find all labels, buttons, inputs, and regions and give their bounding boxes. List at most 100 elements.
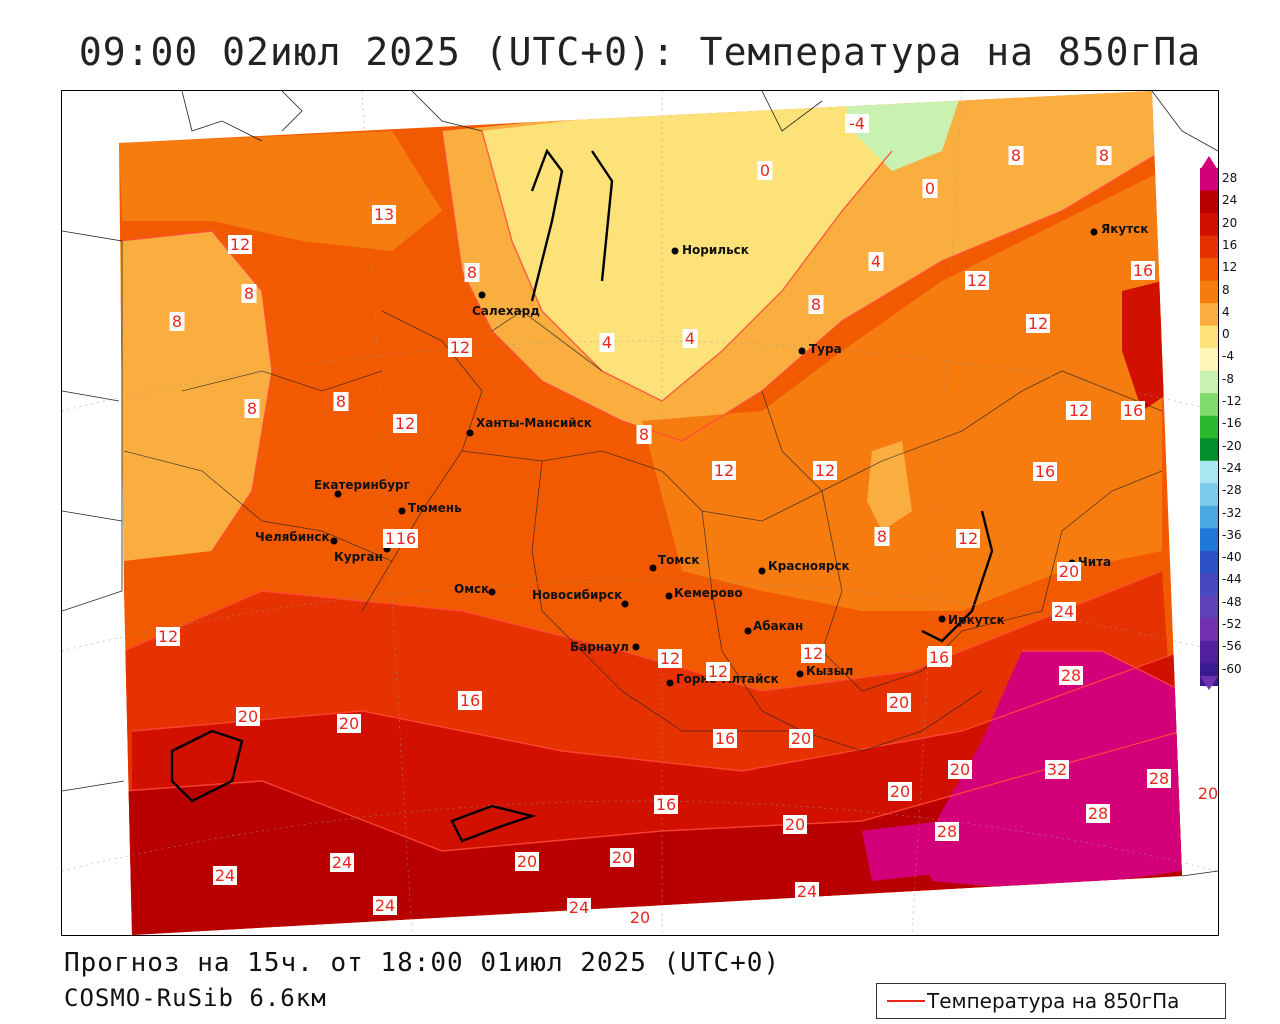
- city-abakan[interactable]: Абакан: [744, 619, 804, 635]
- colorbar-bottom-arrow: [1200, 676, 1218, 690]
- city-label: Чита: [1078, 555, 1111, 569]
- colorbar-tick-label: 8: [1222, 282, 1230, 297]
- city-omsk[interactable]: Омск: [454, 582, 496, 596]
- legend-label: Температура на 850гПа: [927, 989, 1180, 1013]
- contour-label: 16: [1033, 462, 1057, 481]
- contour-label: 12: [658, 649, 682, 668]
- svg-text:20: 20: [950, 760, 970, 779]
- contour-label: 13: [372, 205, 396, 224]
- city-label: Екатеринбург: [314, 478, 410, 492]
- svg-text:12: 12: [230, 235, 250, 254]
- city-novosibirsk[interactable]: Новосибирск: [532, 588, 629, 608]
- contour-label: 20: [610, 848, 634, 867]
- colorbar-swatch: [1200, 505, 1218, 529]
- contour-label: 20: [1057, 562, 1081, 581]
- contour-label: 16: [713, 729, 737, 748]
- svg-text:8: 8: [877, 527, 887, 546]
- city-kemerovo[interactable]: Кемерово: [665, 586, 743, 600]
- svg-text:24: 24: [215, 866, 235, 885]
- svg-text:16: 16: [460, 691, 480, 710]
- svg-text:16: 16: [1035, 462, 1055, 481]
- city-irkutsk[interactable]: Иркутск: [938, 613, 1005, 627]
- colorbar-swatch: [1200, 460, 1218, 484]
- colorbar-tick-label: 28: [1222, 171, 1238, 185]
- city-yekaterinburg[interactable]: Екатеринбург: [314, 478, 410, 498]
- svg-text:24: 24: [1054, 602, 1074, 621]
- contour-label: 28: [1086, 804, 1110, 823]
- contour-label: 20: [789, 729, 813, 748]
- contour-label: 8: [464, 263, 480, 282]
- colorbar-tick-label: -36: [1222, 527, 1242, 542]
- legend-line-swatch: [887, 1000, 925, 1002]
- colorbar-tick-label: -4: [1222, 349, 1234, 364]
- svg-text:8: 8: [336, 392, 346, 411]
- city-label: Барнаул: [570, 640, 629, 654]
- svg-text:20: 20: [517, 852, 537, 871]
- colorbar-swatch: [1200, 303, 1218, 327]
- city-tyumen[interactable]: Тюмень: [398, 501, 463, 515]
- colorbar-tick-label: -40: [1222, 550, 1242, 565]
- contour-label: 8: [244, 399, 260, 418]
- colorbar-tick-label: 16: [1222, 237, 1238, 252]
- city-label: Кемерово: [674, 586, 743, 600]
- svg-text:32: 32: [1047, 760, 1067, 779]
- contour-label: 4: [868, 252, 884, 271]
- city-khanty-mansiysk[interactable]: Ханты-Мансийск: [466, 416, 592, 437]
- svg-text:8: 8: [467, 263, 477, 282]
- colorbar-swatch: [1200, 370, 1218, 394]
- svg-text:20: 20: [1059, 562, 1079, 581]
- colorbar-swatch: [1200, 415, 1218, 439]
- colorbar-tick-label: -28: [1222, 483, 1242, 498]
- contour-label: 24: [213, 866, 237, 885]
- contour-label: 12: [965, 271, 989, 290]
- svg-text:12: 12: [803, 644, 823, 663]
- city-chelyabinsk[interactable]: Челябинск: [255, 530, 338, 545]
- svg-text:16: 16: [1133, 261, 1153, 280]
- city-tomsk[interactable]: Томск: [649, 553, 700, 572]
- model-name: COSMO-RuSib 6.6км: [64, 984, 327, 1012]
- svg-text:24: 24: [797, 882, 817, 901]
- colorbar-swatch: [1200, 528, 1218, 552]
- city-label: Иркутск: [948, 613, 1005, 627]
- svg-text:8: 8: [1099, 146, 1109, 165]
- city-tura[interactable]: Тура: [798, 342, 842, 356]
- colorbar-tick-label: -12: [1222, 394, 1242, 408]
- city-label: Салехард: [472, 304, 540, 318]
- city-label: Кызыл: [806, 664, 853, 678]
- svg-text:28: 28: [1088, 804, 1108, 823]
- contour-label: 12: [1026, 314, 1050, 333]
- contour-label: 0: [757, 161, 773, 180]
- svg-text:20: 20: [785, 815, 805, 834]
- city-krasnoyarsk[interactable]: Красноярск: [758, 559, 850, 575]
- city-label: Абакан: [753, 619, 803, 633]
- contour-label: 12: [801, 644, 825, 663]
- contour-label: 20: [515, 852, 539, 871]
- contour-label: 20: [888, 782, 912, 801]
- colorbar-swatch: [1200, 258, 1218, 282]
- colorbar-tick-label: 12: [1222, 260, 1238, 275]
- city-kyzyl[interactable]: Кызыл: [796, 664, 854, 678]
- svg-text:8: 8: [247, 399, 257, 418]
- colorbar-swatch: [1200, 393, 1218, 417]
- contour-label: 8: [169, 312, 185, 331]
- contour-label: 20: [783, 815, 807, 834]
- city-norilsk[interactable]: Норильск: [671, 243, 749, 257]
- contour-label: 16: [394, 529, 418, 548]
- svg-text:4: 4: [602, 333, 612, 352]
- city-barnaul[interactable]: Барнаул: [570, 640, 640, 654]
- contour-label: 20: [236, 707, 260, 726]
- city-yakutsk[interactable]: Якутск: [1090, 222, 1149, 236]
- city-label: Омск: [454, 582, 489, 596]
- contour-label: 24: [567, 898, 591, 917]
- svg-text:0: 0: [925, 179, 935, 198]
- svg-text:20: 20: [339, 714, 359, 733]
- svg-text:16: 16: [1123, 401, 1143, 420]
- map-canvas: Салехард Норильск Якутск Тура Ханты-Манс…: [62, 91, 1218, 935]
- colorbar-tick-label: -32: [1222, 505, 1242, 520]
- city-salekhard[interactable]: Салехард: [472, 291, 540, 319]
- svg-text:20: 20: [889, 693, 909, 712]
- colorbar-tick-label: -24: [1222, 460, 1242, 475]
- contour-label: 12: [712, 461, 736, 480]
- temperature-map: Салехард Норильск Якутск Тура Ханты-Манс…: [61, 90, 1219, 936]
- contour-label: 16: [1121, 401, 1145, 420]
